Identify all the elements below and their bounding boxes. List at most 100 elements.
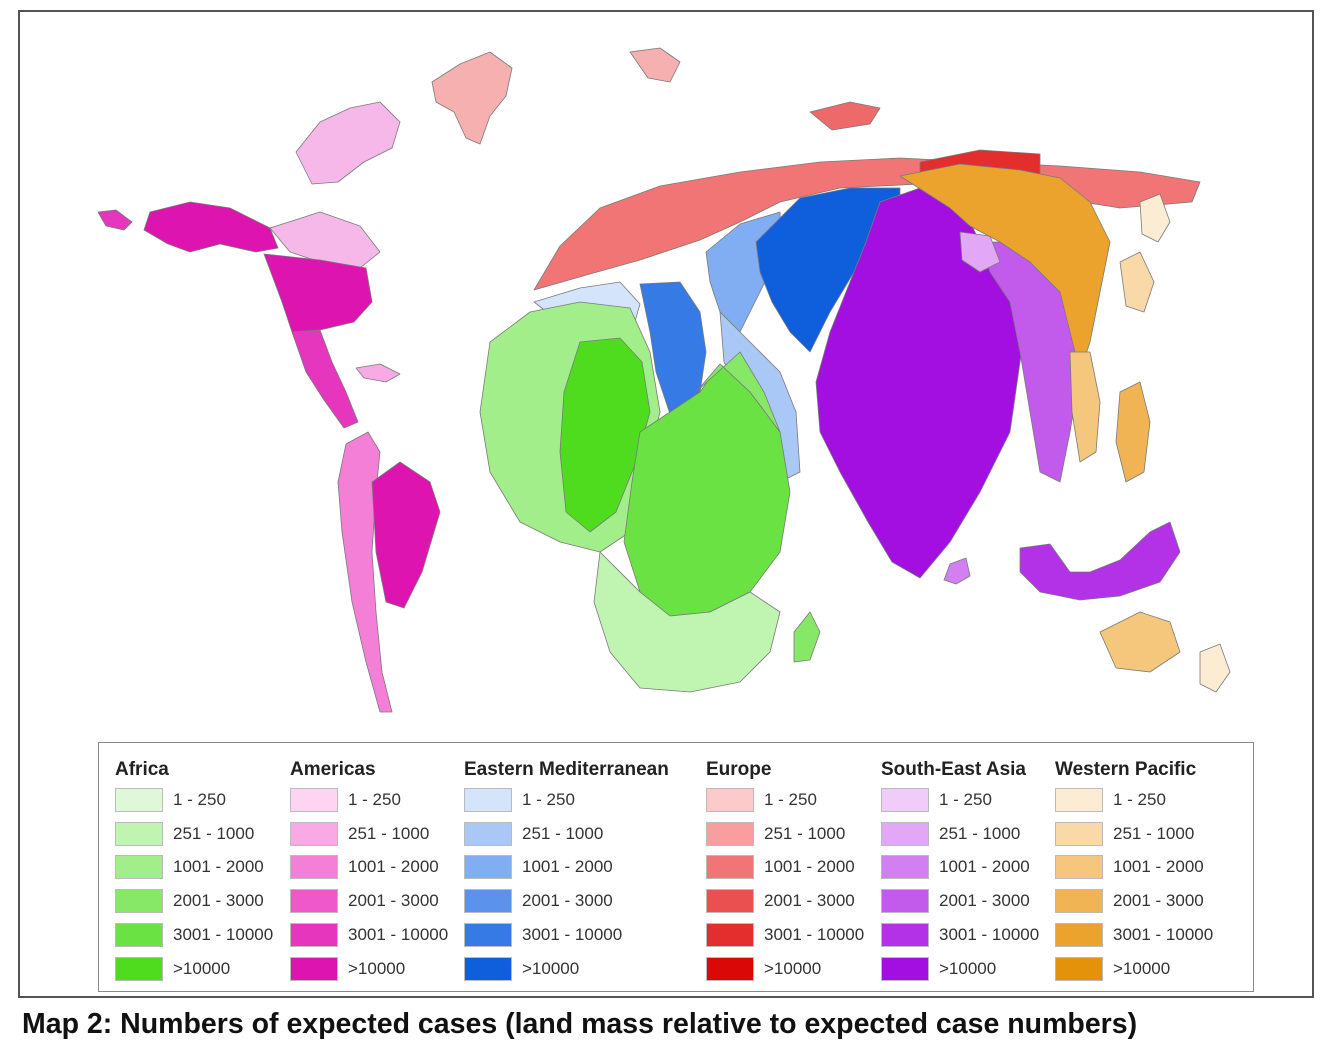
- legend-swatch: [115, 787, 163, 812]
- south-america-west: [337, 431, 393, 713]
- legend-swatch: [115, 923, 163, 948]
- legend-row: 1 - 250: [290, 783, 448, 817]
- cartogram-map: [97, 47, 1231, 713]
- legend-row: 1001 - 2000: [290, 851, 448, 885]
- legend-region: Eastern Mediterranean 1 - 250 251 - 1000 10…: [464, 757, 669, 986]
- legend-swatch: [706, 787, 754, 812]
- legend-range-label: 1001 - 2000: [522, 857, 613, 877]
- legend-region-title: Europe: [706, 759, 772, 780]
- vietnam-region: [1069, 351, 1101, 463]
- legend-row: 2001 - 3000: [706, 884, 864, 918]
- legend-range-label: >10000: [522, 958, 580, 978]
- legend-row: 1 - 250: [464, 783, 669, 817]
- legend-range-label: 2001 - 3000: [1113, 891, 1204, 911]
- legend-region: South-East Asia 1 - 250 251 - 1000 1001 - 2…: [881, 757, 1039, 986]
- legend-row: 3001 - 10000: [1055, 918, 1213, 952]
- legend-swatch: [881, 787, 929, 812]
- greenland-region: [431, 51, 513, 145]
- legend-row: 2001 - 3000: [1055, 884, 1213, 918]
- legend-box: Africa 1 - 250 251 - 1000 1001 - 2000 2001 -…: [98, 742, 1254, 992]
- legend-swatch: [881, 889, 929, 914]
- legend-range-label: 1001 - 2000: [173, 857, 264, 877]
- legend-range-label: 251 - 1000: [764, 823, 846, 843]
- legend-row: >10000: [881, 952, 1039, 986]
- legend-swatch: [464, 855, 512, 880]
- legend-range-label: 1001 - 2000: [348, 857, 439, 877]
- central-america-region: [291, 329, 359, 429]
- legend-range-label: 1 - 250: [764, 789, 817, 809]
- japan-north-region: [1139, 193, 1171, 243]
- indonesia-region: [1019, 521, 1181, 601]
- legend-range-label: 1 - 250: [522, 789, 575, 809]
- legend-swatch: [1055, 787, 1103, 812]
- legend-row: 251 - 1000: [706, 817, 864, 851]
- legend-range-label: 3001 - 10000: [348, 925, 449, 945]
- legend-swatch: [1055, 821, 1103, 846]
- legend-swatch: [464, 956, 512, 981]
- pakistan-em: [755, 187, 901, 353]
- legend-swatch: [290, 821, 338, 846]
- map-caption: Map 2: Numbers of expected cases (land m…: [22, 1008, 1138, 1040]
- legend-range-label: 1 - 250: [1113, 789, 1166, 809]
- arctic-islands-east: [809, 101, 881, 131]
- legend-row: 2001 - 3000: [464, 884, 669, 918]
- alaska-region: [143, 201, 279, 253]
- legend-range-label: 1 - 250: [939, 789, 992, 809]
- legend-region: Africa 1 - 250 251 - 1000 1001 - 2000 2001 -…: [115, 757, 273, 986]
- legend-row: 3001 - 10000: [464, 918, 669, 952]
- legend-range-label: 251 - 1000: [348, 823, 430, 843]
- legend-row: >10000: [464, 952, 669, 986]
- legend-range-label: 2001 - 3000: [522, 891, 613, 911]
- legend-swatch: [290, 787, 338, 812]
- legend-row: 1 - 250: [881, 783, 1039, 817]
- nigeria-region: [559, 337, 651, 533]
- legend-row: 3001 - 10000: [881, 918, 1039, 952]
- legend-swatch: [881, 821, 929, 846]
- pacific-islands-region: [1199, 643, 1231, 693]
- legend-swatch: [1055, 855, 1103, 880]
- legend-range-label: 2001 - 3000: [764, 891, 855, 911]
- legend-range-label: 251 - 1000: [173, 823, 255, 843]
- legend-swatch: [706, 889, 754, 914]
- legend-row: 251 - 1000: [1055, 817, 1213, 851]
- legend-region-title: Americas: [290, 759, 376, 780]
- legend-swatch: [881, 956, 929, 981]
- canada-region: [269, 211, 381, 269]
- legend-swatch: [706, 923, 754, 948]
- legend-swatch: [115, 889, 163, 914]
- legend-swatch: [706, 821, 754, 846]
- legend-region: Europe 1 - 250 251 - 1000 1001 - 2000 2001 -…: [706, 757, 864, 986]
- legend-swatch: [290, 956, 338, 981]
- legend-range-label: 2001 - 3000: [348, 891, 439, 911]
- legend-row: 3001 - 10000: [290, 918, 448, 952]
- legend-row: 3001 - 10000: [115, 918, 273, 952]
- legend-row: 251 - 1000: [290, 817, 448, 851]
- legend-range-label: 3001 - 10000: [764, 925, 865, 945]
- madagascar-region: [793, 611, 821, 663]
- legend-row: 251 - 1000: [115, 817, 273, 851]
- legend-swatch: [290, 855, 338, 880]
- legend-range-label: 3001 - 10000: [173, 925, 274, 945]
- legend-row: 251 - 1000: [464, 817, 669, 851]
- legend-row: 2001 - 3000: [290, 884, 448, 918]
- legend-swatch: [1055, 956, 1103, 981]
- legend-swatch: [706, 956, 754, 981]
- legend-region-title: South-East Asia: [881, 759, 1026, 780]
- legend-row: 3001 - 10000: [706, 918, 864, 952]
- southern-africa-region: [593, 551, 781, 693]
- brazil-region: [371, 461, 441, 609]
- oceania-region: [1099, 611, 1181, 673]
- legend-range-label: >10000: [348, 958, 406, 978]
- legend-range-label: 1001 - 2000: [764, 857, 855, 877]
- legend-range-label: 1 - 250: [173, 789, 226, 809]
- arctic-islands-europe: [629, 47, 681, 83]
- east-africa-region: [695, 351, 781, 433]
- legend-row: 251 - 1000: [881, 817, 1039, 851]
- legend-swatch: [115, 855, 163, 880]
- legend-row: 1001 - 2000: [881, 851, 1039, 885]
- legend-range-label: >10000: [939, 958, 997, 978]
- legend-range-label: 251 - 1000: [939, 823, 1021, 843]
- legend-swatch: [881, 923, 929, 948]
- legend-range-label: 251 - 1000: [1113, 823, 1195, 843]
- legend-range-label: 1 - 250: [348, 789, 401, 809]
